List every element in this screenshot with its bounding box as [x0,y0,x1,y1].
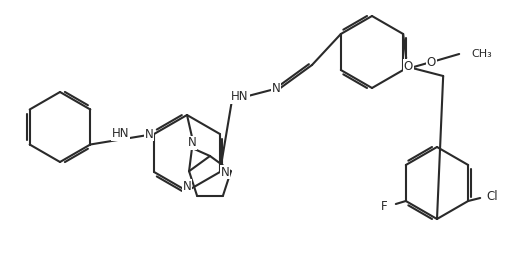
Text: HN: HN [231,91,249,103]
Text: N: N [221,165,229,178]
Text: O: O [403,59,413,73]
Text: CH₃: CH₃ [471,49,492,59]
Text: N: N [187,136,197,150]
Text: HN: HN [112,127,129,140]
Text: O: O [426,56,436,68]
Text: N: N [183,180,191,192]
Text: Cl: Cl [486,190,498,202]
Text: N: N [272,83,281,96]
Text: F: F [381,200,388,212]
Text: N: N [145,128,154,140]
